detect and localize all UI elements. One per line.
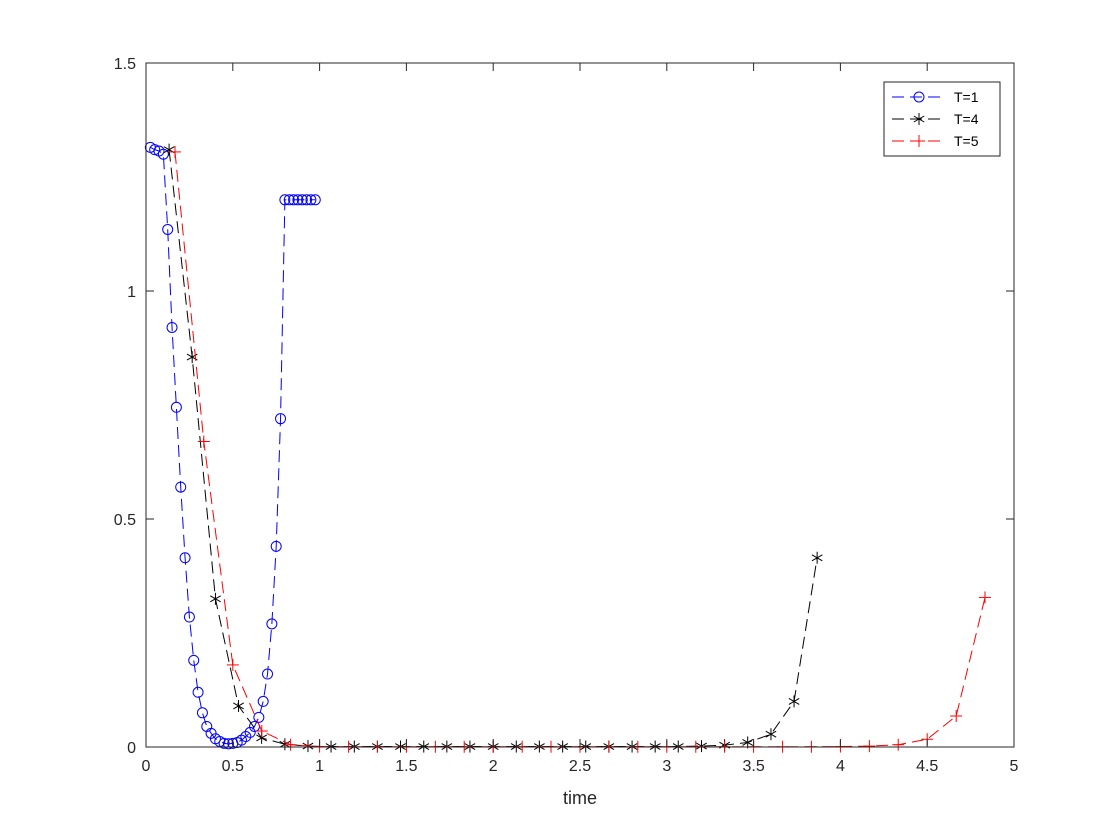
y-tick-label-0: 0 bbox=[127, 740, 136, 757]
point-T=1-22 bbox=[240, 731, 252, 743]
point-T=5-3 bbox=[255, 725, 268, 738]
point-T=1-1 bbox=[149, 144, 161, 156]
point-T=1-10 bbox=[188, 654, 200, 666]
point-T=1-18 bbox=[222, 738, 234, 750]
point-T=5-25 bbox=[892, 738, 905, 751]
point-T=1-29 bbox=[270, 540, 282, 552]
plot-area bbox=[146, 63, 1014, 747]
point-T=1-4 bbox=[162, 223, 174, 235]
point-T=1-31 bbox=[279, 194, 291, 206]
point-T=1-8 bbox=[179, 552, 191, 564]
point-T=1-9 bbox=[183, 611, 195, 623]
point-T=1-25 bbox=[253, 711, 265, 723]
x-tick-label-1: 0.5 bbox=[222, 758, 244, 775]
legend-entry-T=1: T=1 bbox=[892, 89, 979, 105]
x-tick-label-5: 2.5 bbox=[569, 758, 591, 775]
point-T=1-35 bbox=[296, 194, 308, 206]
point-T=1-5 bbox=[166, 321, 178, 333]
point-T=5-1 bbox=[197, 435, 210, 448]
x-tick-label-6: 3 bbox=[662, 758, 671, 775]
point-T=4-26 bbox=[765, 728, 777, 741]
point-T=4-28 bbox=[811, 551, 823, 564]
point-T=1-34 bbox=[292, 194, 304, 206]
ticks-layer: 0 0.5 1 1.5 2 2.5 3 3.5 4 4.5 5 0 0.5 1 1.5 bbox=[114, 56, 1019, 775]
y-tick-label-1: 0.5 bbox=[114, 512, 136, 529]
y-tick-label-2: 1 bbox=[127, 284, 136, 301]
legend: T=1 T=4 T=5 bbox=[883, 81, 1001, 157]
point-T=1-17 bbox=[218, 737, 230, 749]
legend-label-T=5: T=5 bbox=[954, 133, 979, 149]
point-T=1-23 bbox=[244, 726, 256, 738]
point-T=1-6 bbox=[170, 401, 182, 413]
point-T=1-14 bbox=[205, 727, 217, 739]
point-T=4-23 bbox=[696, 740, 707, 753]
point-T=1-37 bbox=[305, 194, 317, 206]
point-T=1-32 bbox=[283, 194, 295, 206]
point-T=5-27 bbox=[950, 709, 963, 722]
point-T=1-3 bbox=[157, 148, 169, 160]
x-tick-label-2: 1 bbox=[315, 758, 324, 775]
point-T=5-2 bbox=[226, 658, 239, 671]
point-T=1-11 bbox=[192, 686, 204, 698]
point-T=1-38 bbox=[309, 194, 321, 206]
x-tick-label-8: 4 bbox=[836, 758, 845, 775]
point-T=1-27 bbox=[262, 668, 274, 680]
x-axis-label: time bbox=[563, 788, 597, 808]
point-T=1-30 bbox=[275, 413, 287, 425]
point-T=5-0 bbox=[168, 145, 181, 158]
y-tick-label-3: 1.5 bbox=[114, 56, 136, 73]
point-T=1-28 bbox=[266, 618, 278, 630]
point-T=5-28 bbox=[979, 591, 992, 604]
legend-label-T=4: T=4 bbox=[954, 111, 979, 127]
x-tick-label-10: 5 bbox=[1010, 758, 1019, 775]
point-T=1-36 bbox=[301, 194, 313, 206]
point-T=4-2 bbox=[209, 592, 221, 605]
point-T=1-26 bbox=[257, 695, 269, 707]
legend-entry-T=4: T=4 bbox=[892, 111, 979, 127]
x-tick-label-4: 2 bbox=[489, 758, 498, 775]
legend-entry-T=5: T=5 bbox=[892, 133, 979, 149]
point-T=1-7 bbox=[175, 481, 187, 493]
x-tick-label-7: 3.5 bbox=[742, 758, 764, 775]
x-tick-label-0: 0 bbox=[142, 758, 151, 775]
point-T=5-24 bbox=[863, 740, 876, 753]
legend-label-T=1: T=1 bbox=[954, 89, 979, 105]
x-tick-label-3: 1.5 bbox=[395, 758, 417, 775]
x-tick-label-9: 4.5 bbox=[916, 758, 938, 775]
point-T=1-12 bbox=[196, 707, 208, 719]
point-T=4-27 bbox=[788, 695, 800, 708]
point-T=4-3 bbox=[233, 699, 244, 712]
point-T=1-33 bbox=[288, 194, 300, 206]
point-T=5-4 bbox=[284, 738, 297, 751]
